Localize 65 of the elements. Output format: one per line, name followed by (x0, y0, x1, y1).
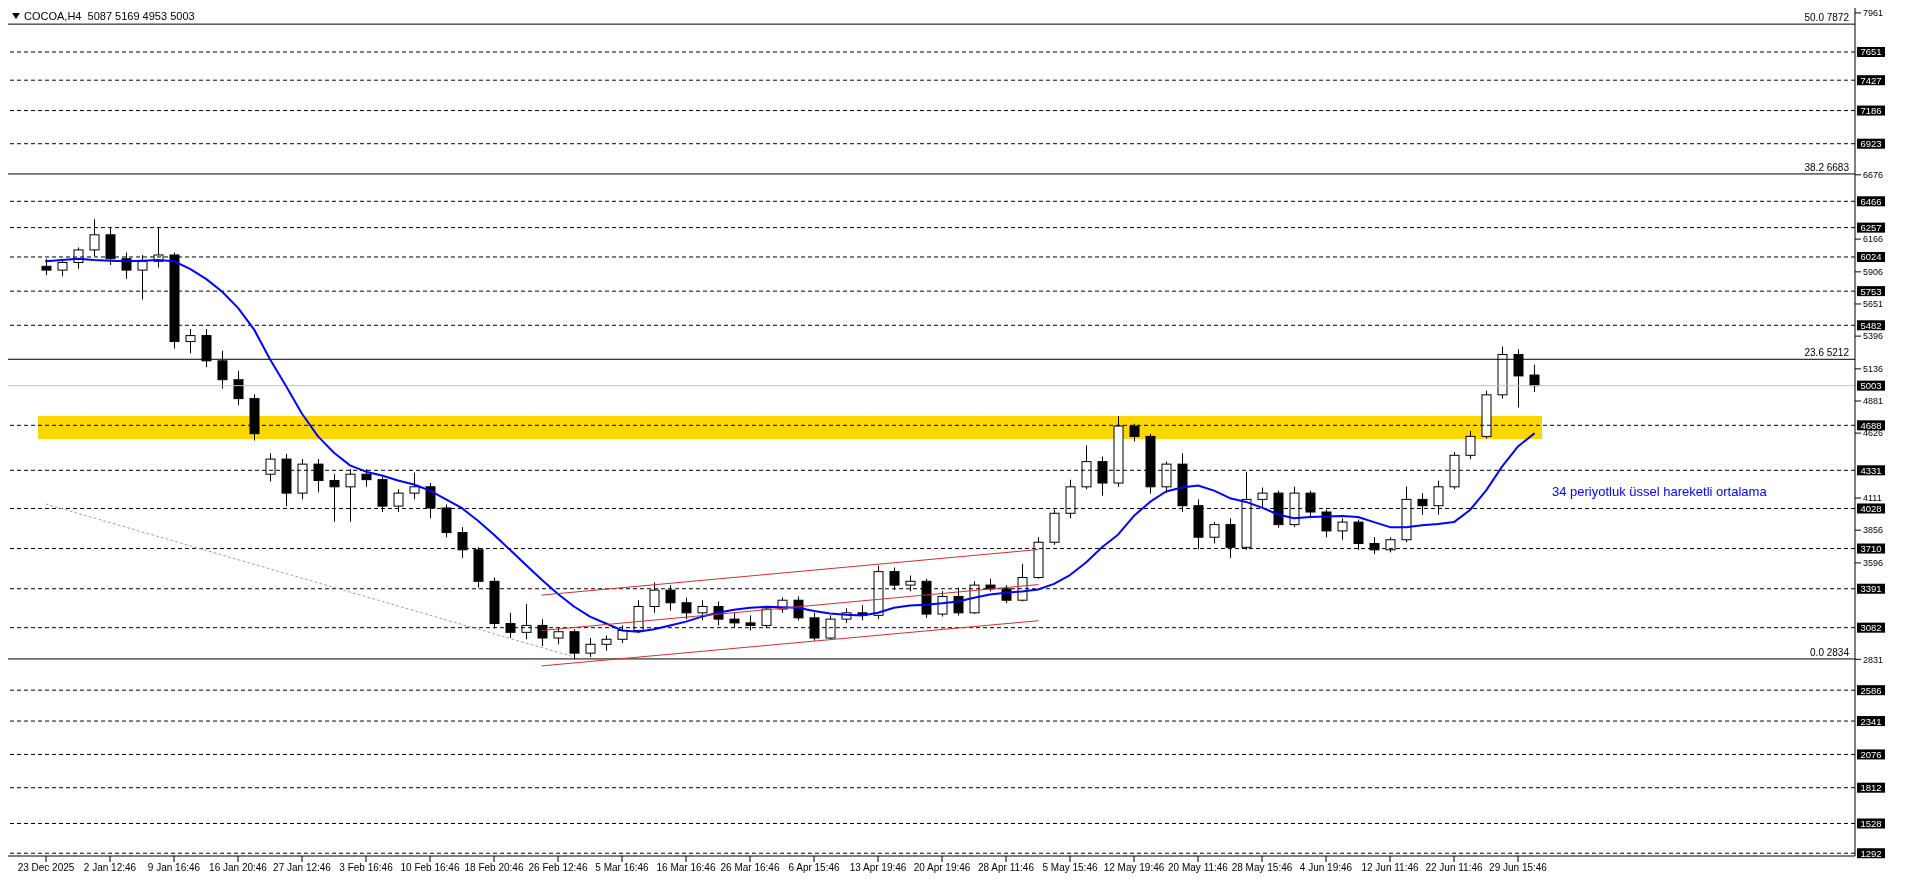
x-tick-label: 18 Feb 20:46 (464, 862, 524, 874)
ref-line-label: 7427 (1860, 74, 1882, 86)
ref-line-label: 7651 (1860, 46, 1882, 58)
x-tick-label: 20 Apr 19:46 (913, 862, 971, 874)
ref-line-label: 3391 (1860, 583, 1882, 595)
x-tick-label: 2 Jan 12:46 (83, 862, 137, 874)
ref-line-label: 4028 (1860, 502, 1882, 514)
y-tick-label: 2831 (1863, 654, 1884, 665)
y-tick-label: 5396 (1863, 331, 1884, 342)
ref-line-label: 2076 (1860, 748, 1882, 760)
ref-line-label: 1292 (1860, 847, 1882, 859)
x-tick-label: 16 Jan 20:46 (209, 862, 268, 874)
x-tick-label: 20 May 11:46 (1168, 862, 1229, 874)
y-tick-label: 4111 (1863, 493, 1882, 504)
x-tick-label: 6 Apr 15:46 (788, 862, 841, 874)
x-tick-label: 13 Apr 19:46 (849, 862, 907, 874)
x-tick-label: 4 Jun 19:46 (1299, 862, 1353, 874)
ref-line-label: 5482 (1860, 319, 1882, 331)
ref-line-label: 6923 (1860, 138, 1882, 150)
y-tick-label: 3856 (1863, 525, 1884, 536)
ref-line-label: 23.6 5212 (1804, 347, 1850, 359)
ref-line-label: 1812 (1860, 782, 1882, 794)
y-tick-label: 6676 (1863, 170, 1884, 181)
ref-line-label: 6024 (1860, 251, 1882, 263)
x-tick-label: 5 May 15:46 (1042, 862, 1098, 874)
x-tick-label: 22 Jun 11:46 (1425, 862, 1483, 874)
x-tick-label: 27 Jan 12:46 (273, 862, 332, 874)
y-tick-label: 5651 (1863, 299, 1884, 310)
y-tick-label: 4626 (1863, 428, 1884, 439)
ref-line-label: 50.0 7872 (1804, 12, 1850, 24)
y-tick-label: 4881 (1863, 396, 1884, 407)
ref-line-label: 2341 (1860, 715, 1882, 727)
x-tick-label: 26 Mar 16:46 (720, 862, 780, 874)
x-tick-label: 26 Feb 12:46 (528, 862, 588, 874)
ref-line-label: 2586 (1860, 684, 1882, 696)
ref-line-label: 1528 (1860, 817, 1882, 829)
ref-line-label: 38.2 6683 (1804, 161, 1850, 173)
y-tick-label: 7961 (1863, 8, 1884, 19)
ref-line-label: 0.0 2834 (1810, 646, 1850, 658)
ref-line-label: 7186 (1860, 105, 1882, 117)
y-tick-label: 5906 (1863, 267, 1884, 278)
ref-line-label: 5753 (1860, 285, 1882, 297)
x-tick-label: 10 Feb 16:46 (400, 862, 460, 874)
x-tick-label: 28 May 15:46 (1231, 862, 1293, 874)
chart-title: COCOA,H4 5087 5169 4953 5003 (24, 10, 195, 22)
x-tick-label: 23 Dec 2025 (17, 862, 75, 874)
ref-line-label: 4331 (1860, 464, 1882, 476)
x-tick-label: 12 May 19:46 (1103, 862, 1165, 874)
x-tick-label: 5 Mar 16:46 (595, 862, 650, 874)
y-tick-label: 5136 (1863, 364, 1884, 375)
text: 34 periyotluk üssel hareketli ortalama (1552, 483, 1768, 499)
x-tick-label: 3 Feb 16:46 (339, 862, 394, 874)
ref-line-label: 6257 (1860, 222, 1882, 234)
x-tick-label: 9 Jan 16:46 (147, 862, 201, 874)
ref-line-label: 6466 (1860, 195, 1882, 207)
ref-line-label: 5003 (1860, 380, 1882, 392)
ref-line-label: 3082 (1860, 622, 1882, 634)
x-tick-label: 28 Apr 11:46 (978, 862, 1035, 874)
y-tick-label: 3596 (1863, 558, 1884, 569)
x-tick-label: 29 Jun 15:46 (1489, 862, 1548, 874)
x-tick-label: 16 Mar 16:46 (656, 862, 716, 874)
ref-line-label: 4688 (1860, 419, 1882, 431)
x-tick-label: 12 Jun 11:46 (1361, 862, 1419, 874)
ref-line-label: 3710 (1860, 543, 1882, 555)
y-tick-label: 6166 (1863, 234, 1884, 245)
